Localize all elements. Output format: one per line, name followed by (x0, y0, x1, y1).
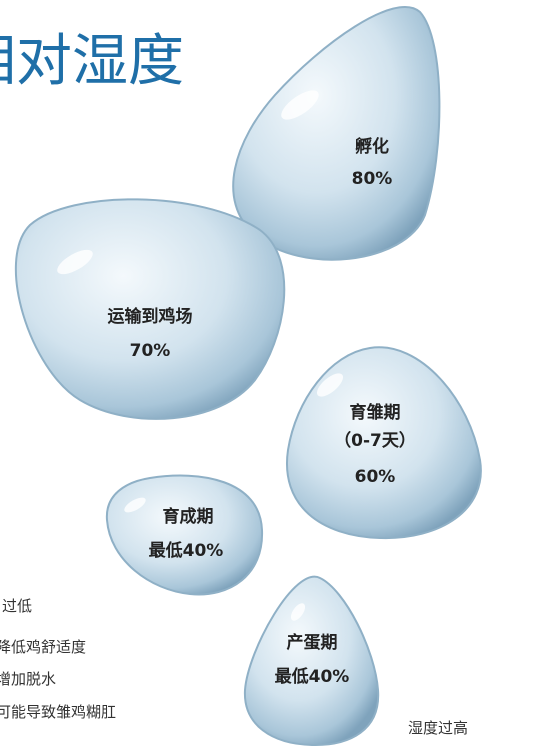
high-heading: 湿度过高 (408, 719, 468, 737)
low-item: 降低鸡舒适度 (0, 638, 86, 656)
drop-label: 运输到鸡场 (108, 306, 193, 327)
drop-label: 育成期 (163, 506, 214, 527)
low-item: 可能导致雏鸡糊肛 (0, 703, 116, 721)
drop-transport (14, 198, 286, 420)
drop-label: 产蛋期 (287, 632, 338, 653)
drop-laying (243, 575, 380, 747)
low-heading: 过低 (2, 597, 32, 615)
drop-sublabel: （0-7天） (334, 430, 416, 451)
drop-hatch (232, 6, 441, 261)
drop-brooding (285, 346, 482, 540)
drop-value: 60% (355, 467, 396, 487)
drop-value: 70% (130, 341, 171, 361)
drop-growing (105, 474, 264, 596)
title: 相对湿度 (0, 29, 184, 94)
drop-value: 最低40% (149, 540, 224, 561)
drop-label: 育雏期 (350, 402, 401, 423)
low-item: 增加脱水 (0, 670, 56, 688)
drop-label: 孵化 (355, 136, 389, 157)
drop-value: 最低40% (275, 666, 350, 687)
drop-value: 80% (352, 169, 393, 189)
